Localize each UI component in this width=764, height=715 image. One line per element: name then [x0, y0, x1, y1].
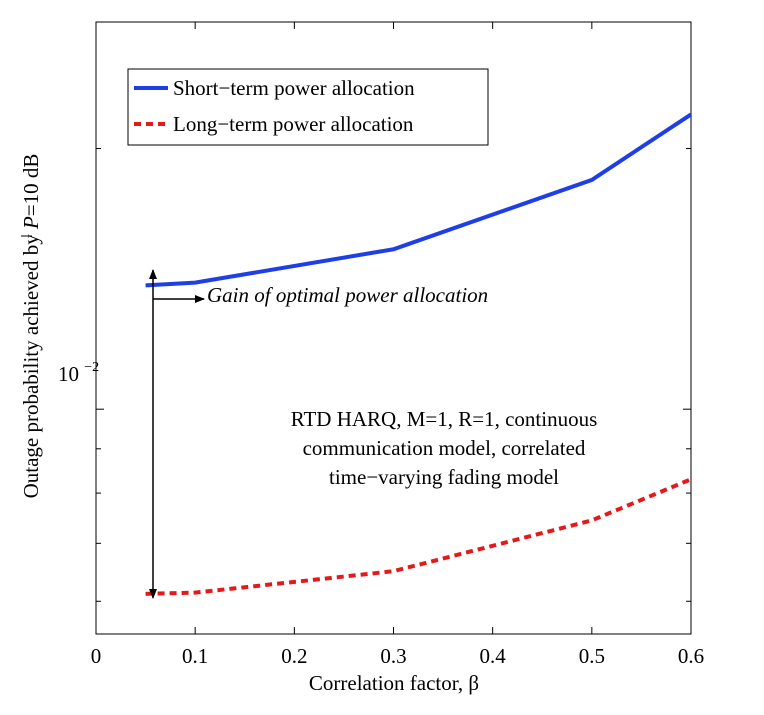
y-axis-label: Outage probability achieved by P=10 dB — [19, 154, 43, 499]
legend-box — [127, 68, 489, 146]
x-axis-label: Correlation factor, β — [309, 671, 479, 695]
y-tick-label: 10 −2 — [58, 360, 99, 386]
description-line-2: communication model, correlated — [303, 436, 586, 460]
x-tick-label: 0.3 — [380, 644, 406, 668]
series-line-long-term — [145, 477, 692, 596]
x-axis-ticks: 0 0.1 0.2 0.3 0.4 0.5 0.6 — [91, 22, 704, 668]
legend-label-long-term: Long−term power allocation — [173, 112, 414, 136]
x-tick-label: 0.1 — [182, 644, 208, 668]
y-axis-label-symbol: P — [19, 216, 43, 230]
gain-annotation: Gain of optimal power allocation — [207, 283, 488, 307]
series-line-short-term — [145, 112, 693, 288]
description-line-1: RTD HARQ, M=1, R=1, continuous — [291, 407, 598, 431]
legend-label-short-term: Short−term power allocation — [173, 76, 415, 100]
description-line-3: time−varying fading model — [329, 465, 559, 489]
x-tick-label: 0.5 — [579, 644, 605, 668]
svg-text:Outage probability achieved by: Outage probability achieved by P=10 dB — [19, 154, 43, 499]
y-tick-exp: −2 — [84, 360, 99, 375]
x-tick-label: 0.6 — [678, 644, 704, 668]
y-axis-ticks — [96, 148, 691, 602]
x-tick-label: 0 — [91, 644, 102, 668]
y-axis-label-suffix: =10 dB — [19, 154, 43, 217]
legend: Short−term power allocation Long−term po… — [127, 68, 489, 146]
x-tick-label: 0.2 — [281, 644, 307, 668]
y-tick-base: 10 — [58, 362, 79, 386]
x-tick-label: 0.4 — [480, 644, 507, 668]
y-axis-label-prefix: Outage probability achieved by — [19, 229, 43, 498]
